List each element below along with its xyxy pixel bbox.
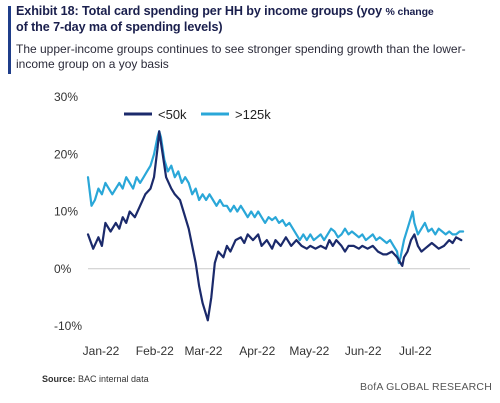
legend-label: >125k bbox=[235, 107, 271, 122]
y-tick-label: 0% bbox=[54, 262, 72, 276]
title-line2: of the 7-day ma of spending levels) bbox=[16, 20, 223, 34]
x-tick-label: Jun-22 bbox=[345, 344, 382, 358]
x-tick-label: May-22 bbox=[289, 344, 329, 358]
series-line-low-income bbox=[86, 130, 463, 322]
title-main: Exhibit 18: Total card spending per HH b… bbox=[16, 4, 386, 18]
y-tick-label: -10% bbox=[54, 319, 82, 333]
x-tick-label: Apr-22 bbox=[239, 344, 275, 358]
x-tick-label: Mar-22 bbox=[184, 344, 222, 358]
y-tick-label: 20% bbox=[54, 147, 78, 161]
title-accent-bar bbox=[8, 6, 11, 74]
title-small: % change bbox=[385, 6, 434, 18]
chart-subtitle: The upper-income groups continues to see… bbox=[16, 42, 466, 71]
legend-label: <50k bbox=[158, 107, 187, 122]
y-tick-label: 30% bbox=[54, 90, 78, 104]
y-tick-label: 10% bbox=[54, 205, 78, 219]
chart-title: Exhibit 18: Total card spending per HH b… bbox=[16, 4, 494, 35]
x-tick-label: Jul-22 bbox=[399, 344, 432, 358]
x-tick-label: Jan-22 bbox=[83, 344, 120, 358]
source-text: BAC internal data bbox=[78, 374, 149, 384]
source-note: Source: BAC internal data bbox=[42, 374, 149, 384]
brand-label: BofA GLOBAL RESEARCH bbox=[360, 381, 492, 393]
x-tick-label: Feb-22 bbox=[136, 344, 174, 358]
source-label: Source: bbox=[42, 374, 76, 384]
series-line-high-income bbox=[86, 130, 465, 265]
